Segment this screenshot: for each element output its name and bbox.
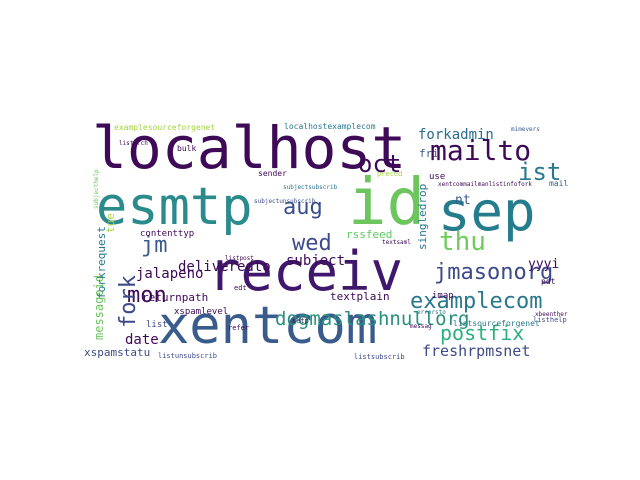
word-bulk: bulk [177, 144, 196, 153]
word-jmasonorg: jmasonorg [434, 260, 553, 285]
word-preced: preced [377, 170, 402, 178]
word-setp: setp [292, 317, 309, 325]
word-rssfeed: rssfeed [346, 228, 392, 241]
word-listarch: listarch [119, 140, 148, 147]
word-subjectsubscrib: subjectsubscrib [283, 184, 338, 191]
word-tue: tue [104, 213, 117, 233]
word-edt: edt [234, 284, 247, 292]
word-fork: fork [116, 275, 141, 328]
word-thu: thu [439, 227, 486, 257]
word-contenttyp: contenttyp [140, 229, 194, 239]
word-receiv: receiv [208, 240, 403, 303]
word-xentcom: xentcom [158, 296, 377, 356]
word-localhostexamplecom: localhostexamplecom [284, 122, 376, 131]
word-sep: sep [438, 180, 536, 243]
word-sender: sender [258, 169, 287, 178]
word-listsubscrib: listsubscrib [354, 353, 405, 361]
word-forkadmin: forkadmin [418, 127, 494, 143]
word-wed: wed [292, 231, 332, 256]
word-oct: oct [358, 150, 401, 178]
word-messag: messag [410, 323, 432, 330]
word-returnpath: returnpath [142, 291, 208, 304]
word-messageid: messageid [92, 275, 106, 340]
word-dogmaslashnullorg: dogmaslashnullorg [275, 308, 469, 330]
word-singledrop: singledrop [416, 184, 429, 250]
word-ist: ist [518, 158, 561, 186]
word-date: date [125, 332, 159, 348]
word-errorsto: errorsto [417, 309, 446, 316]
word-forkrequest: forkrequest [95, 226, 108, 299]
word-id: id [348, 166, 425, 240]
word-xbeenther: xbeenther [535, 311, 568, 318]
word-textplain: textplain [330, 290, 390, 303]
word-textsaml: textsaml [382, 239, 411, 246]
word-xentcommailmanlistinfofork: xentcommailmanlistinfofork [438, 181, 532, 188]
word-jalapeno: jalapeno [136, 266, 203, 282]
word-imap: imap [432, 291, 454, 301]
word-pdt: pdt [541, 277, 556, 286]
word-fri: fri [419, 147, 439, 160]
word-use: use [429, 172, 445, 182]
word-listsourceforgenet: listsourceforgenet [453, 319, 540, 328]
word-listhelp: listhelp [533, 316, 567, 324]
word-deliveredto: deliveredto [178, 259, 271, 275]
word-examplesourceforgenet: examplesourceforgenet [114, 123, 215, 132]
word-postfix: postfix [440, 321, 524, 345]
word-esmtp: esmtp [96, 177, 253, 237]
word-localhost: localhost [92, 114, 406, 182]
word-yyyi: yyyi [528, 257, 559, 272]
word-refer: refer [228, 324, 249, 332]
word-mailto: mailto [430, 134, 531, 167]
word-mail: mail [549, 179, 568, 188]
word-aug: aug [283, 195, 323, 220]
word-jm: jm [141, 233, 168, 258]
word-subject: subject [286, 253, 345, 269]
word-mon: mon [127, 283, 167, 308]
word-list: list [146, 320, 168, 330]
word-xspamlevel: xspamlevel [174, 307, 228, 317]
word-subjecthelp: subjecthelp [93, 169, 100, 209]
word-examplecom: examplecom [410, 289, 542, 314]
word-subjectunsubscrib: subjectunsubscrib [254, 198, 316, 205]
word-nt: nt [455, 193, 471, 208]
word-xspamstatu: xspamstatu [84, 346, 150, 359]
word-listunsubscrib: listunsubscrib [158, 352, 217, 360]
word-freshrpmsnet: freshrpmsnet [422, 342, 530, 360]
word-mimevers: mimevers [511, 126, 540, 133]
word-listpost: listpost [225, 255, 254, 262]
